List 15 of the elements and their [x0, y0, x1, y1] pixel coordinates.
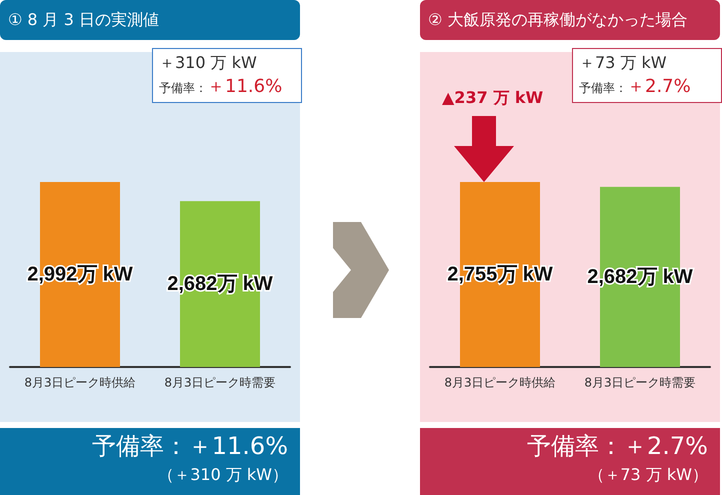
x-tick-label: 8月3日ピーク時供給: [444, 376, 556, 390]
text: 予備率：＋11.6%: [90, 431, 288, 462]
text: （＋310 万 kW）: [157, 464, 288, 486]
chart-title: ② 大飯原発の再稼働がなかった場合: [420, 0, 720, 40]
text: ＋73 万 kW: [579, 53, 668, 74]
x-tick-label: 8月3日ピーク時需要: [584, 376, 696, 390]
text: ＋11.6%: [207, 76, 282, 97]
chart-title: ① 8 月 3 日の実測値: [0, 0, 300, 40]
x-tick-label: 8月3日ピーク時需要: [164, 376, 276, 390]
text: ▲237 万 kW: [442, 88, 544, 109]
text: ＋2.7%: [627, 76, 691, 97]
text: 予備率：＋2.7%: [526, 431, 708, 462]
text: ＋310 万 kW: [159, 53, 258, 74]
x-tick-label: 8月3日ピーク時供給: [24, 376, 136, 390]
text: （＋73 万 kW）: [587, 464, 708, 486]
